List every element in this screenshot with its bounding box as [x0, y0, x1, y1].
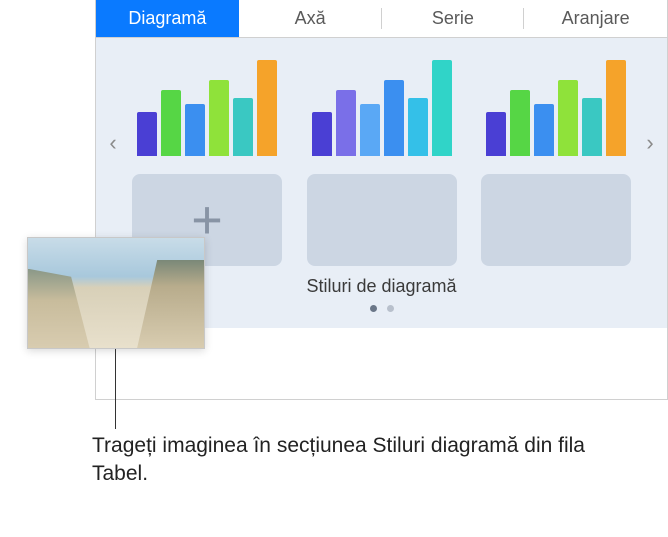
chart-bar [408, 98, 428, 156]
dragged-image-thumbnail[interactable] [27, 237, 205, 349]
styles-next-button[interactable]: › [641, 128, 659, 158]
chart-bar [486, 112, 506, 156]
image-dune-right [137, 260, 204, 348]
tab-series[interactable]: Serie [382, 0, 525, 37]
callout-line [115, 349, 116, 429]
tab-bar: Diagramă Axă Serie Aranjare [96, 0, 667, 38]
chart-bar [257, 60, 277, 156]
page-dots [132, 305, 631, 316]
style-row-charts [132, 58, 631, 158]
caption-text: Trageți imaginea în secțiunea Stiluri di… [92, 432, 612, 489]
styles-prev-button[interactable]: ‹ [104, 128, 122, 158]
chart-bar [209, 80, 229, 156]
chart-bar [185, 104, 205, 156]
chart-bar [384, 80, 404, 156]
chart-bar [534, 104, 554, 156]
page-dot-1[interactable] [370, 305, 377, 312]
style-slot-empty-2[interactable] [481, 174, 631, 266]
chart-bar [606, 60, 626, 156]
chart-bar [432, 60, 452, 156]
tab-arrange[interactable]: Aranjare [524, 0, 667, 37]
style-slot-empty-1[interactable] [307, 174, 457, 266]
chart-bar [161, 90, 181, 156]
image-dune-left [28, 269, 90, 348]
chart-bar [233, 98, 253, 156]
page-dot-2[interactable] [387, 305, 394, 312]
chart-style-2[interactable] [307, 58, 457, 158]
chart-bar [582, 98, 602, 156]
style-row-placeholders: + [132, 174, 631, 266]
chart-bar [137, 112, 157, 156]
tab-axis[interactable]: Axă [239, 0, 382, 37]
tab-diagram[interactable]: Diagramă [96, 0, 239, 37]
chart-bar [558, 80, 578, 156]
chart-style-1[interactable] [132, 58, 282, 158]
chart-bar [360, 104, 380, 156]
styles-label: Stiluri de diagramă [132, 276, 631, 297]
chart-style-3[interactable] [481, 58, 631, 158]
chart-bar [510, 90, 530, 156]
chart-bar [312, 112, 332, 156]
chart-bar [336, 90, 356, 156]
